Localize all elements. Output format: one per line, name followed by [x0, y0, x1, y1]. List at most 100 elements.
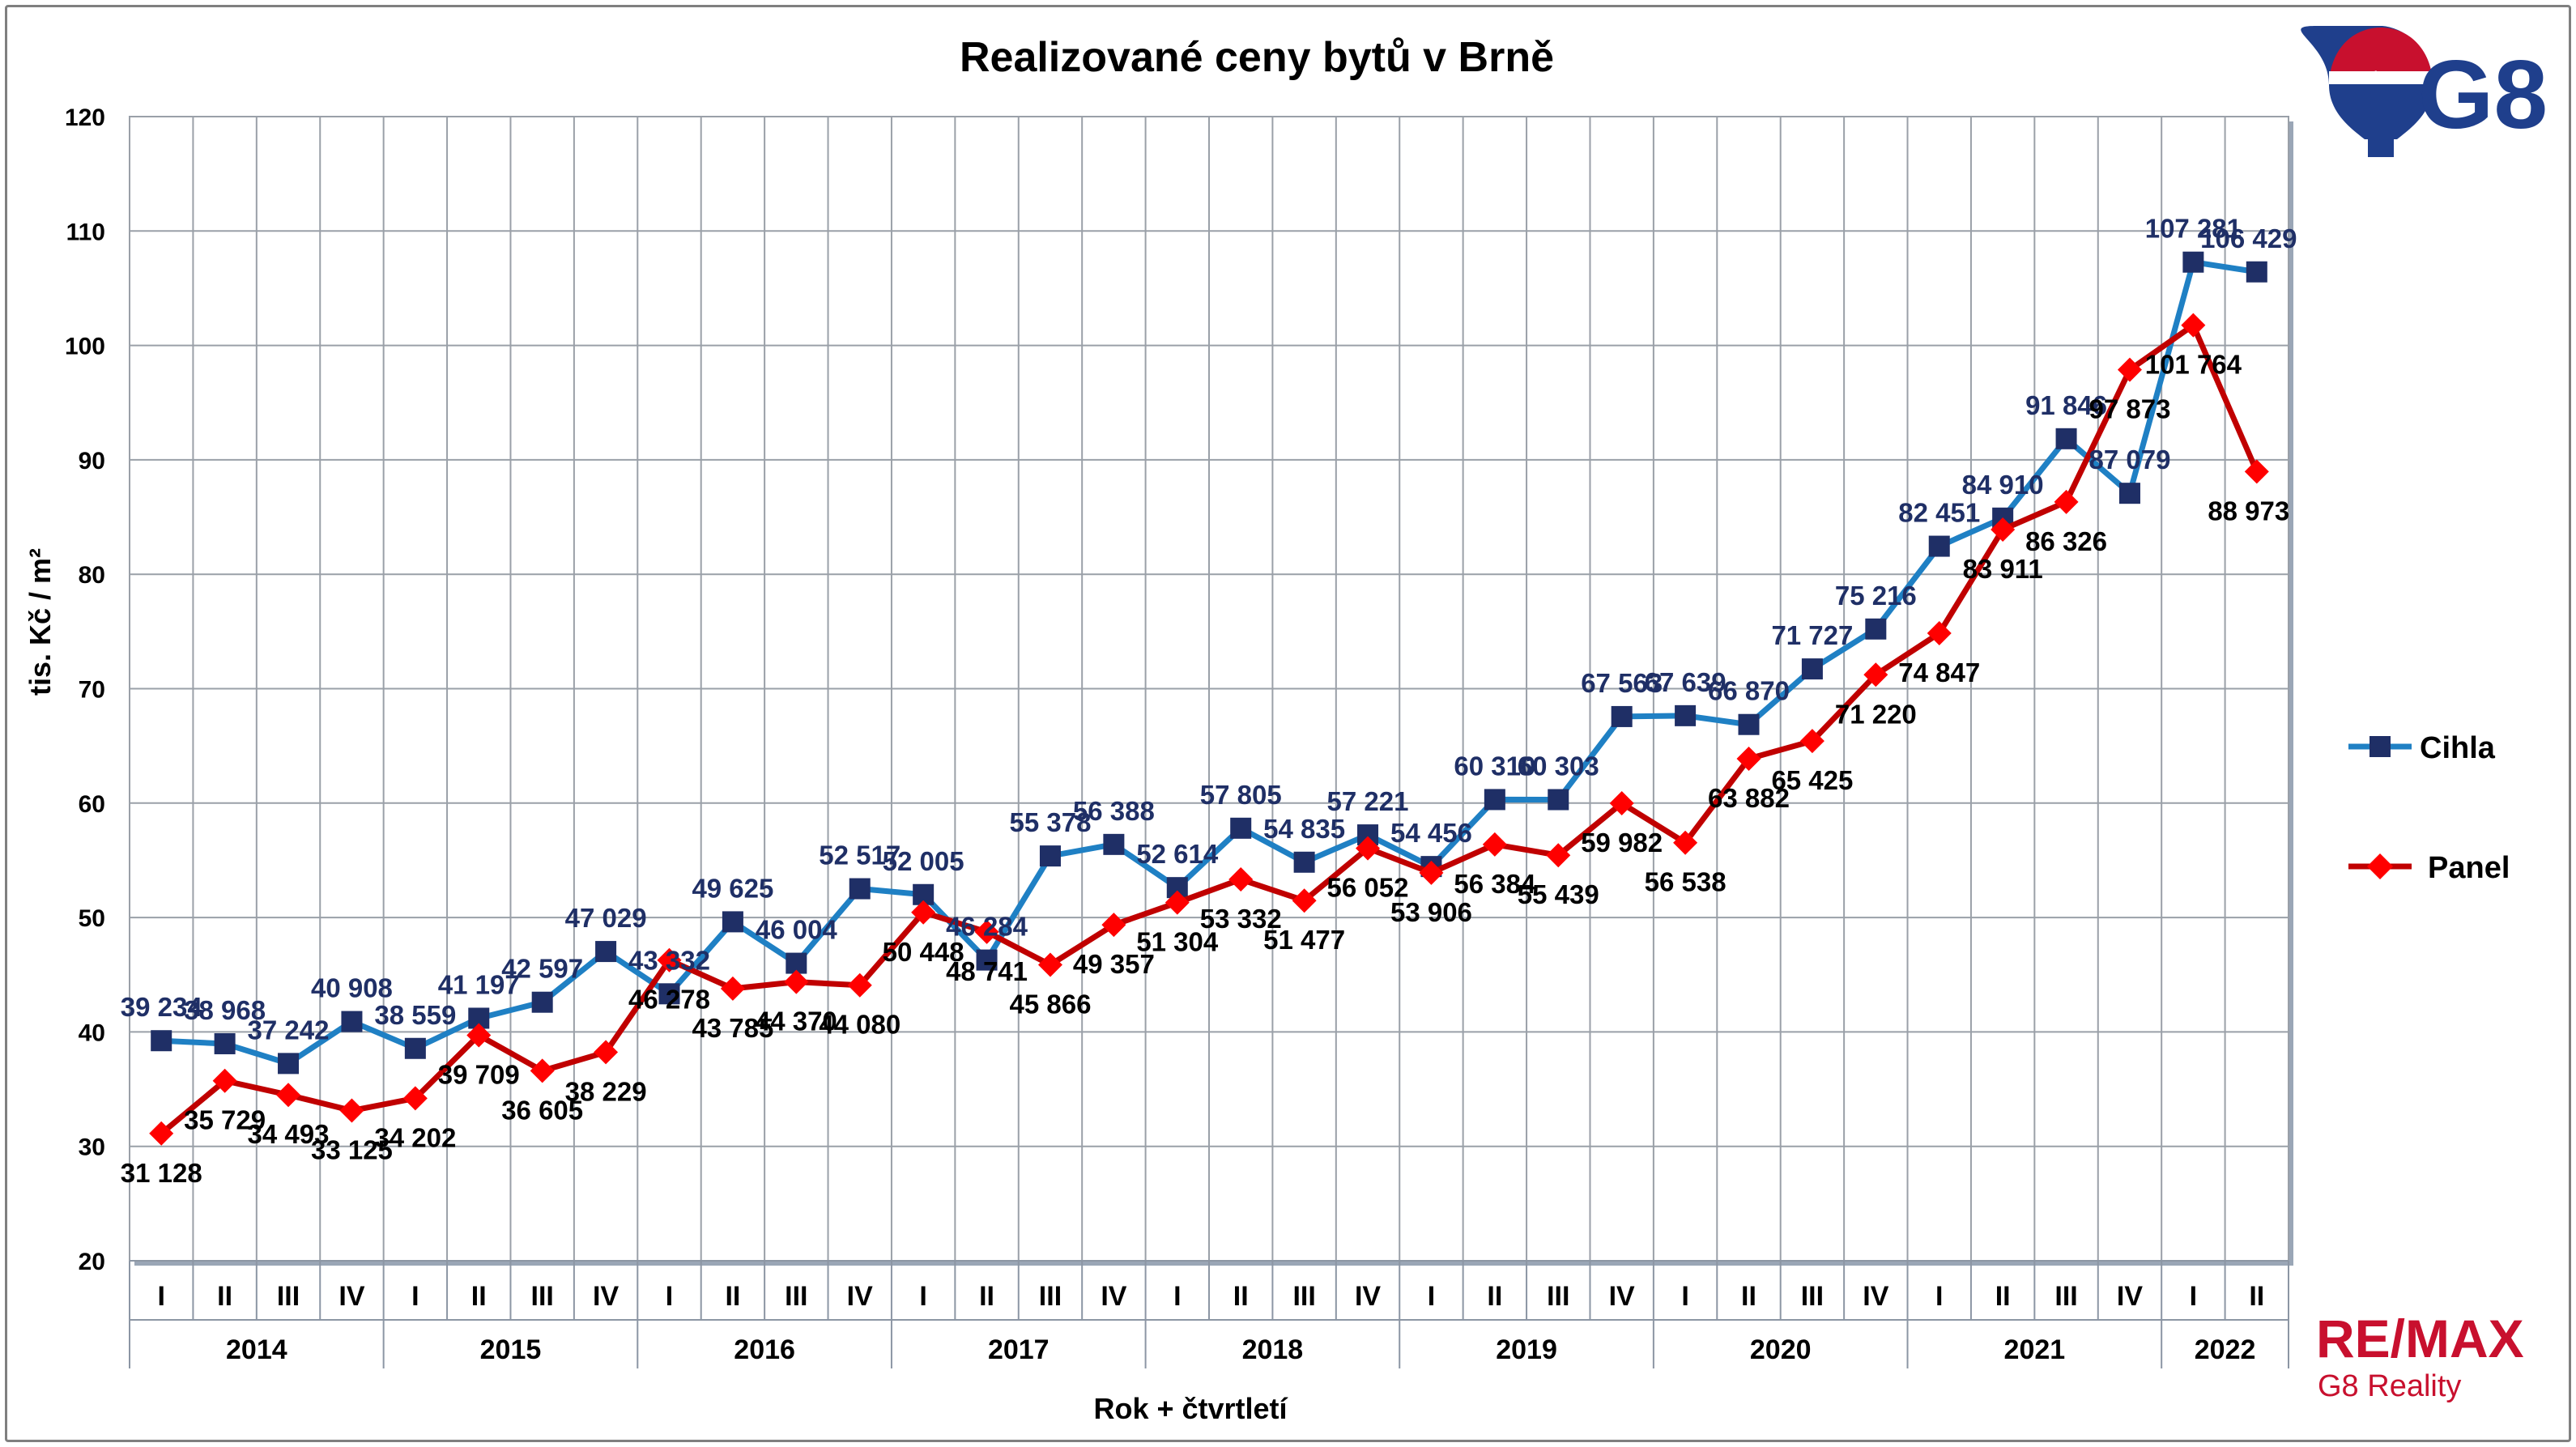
point-cihla: [1293, 851, 1315, 873]
legend: Cihla Panel: [2348, 731, 2510, 885]
x-year-label: 2021: [2004, 1334, 2066, 1365]
x-quarter-label: III: [1292, 1281, 1315, 1312]
data-label-panel: 71 220: [1835, 699, 1917, 729]
point-panel: [784, 969, 809, 994]
x-quarter-label: IV: [338, 1281, 364, 1312]
balloon-label: RE/MAX: [2352, 69, 2409, 85]
data-label-panel: 34 202: [374, 1122, 456, 1152]
legend-item-cihla: Cihla: [2348, 731, 2496, 765]
x-quarter-label: III: [1547, 1281, 1569, 1312]
data-label-cihla: 43 332: [628, 945, 710, 975]
data-label-panel: 74 847: [1898, 658, 1980, 687]
data-label-panel: 49 357: [1073, 949, 1155, 979]
data-label-panel: 48 741: [946, 956, 1028, 986]
point-cihla: [976, 949, 998, 971]
point-cihla: [1039, 845, 1061, 867]
x-quarter-label: II: [1233, 1281, 1249, 1312]
point-cihla: [531, 991, 553, 1013]
x-quarter-label: IV: [2117, 1281, 2143, 1312]
data-label-cihla: 47 029: [565, 903, 647, 933]
series-layer: [149, 251, 2269, 1146]
point-panel: [847, 972, 872, 998]
data-label-cihla: 52 517: [819, 841, 901, 870]
data-label-panel: 35 729: [184, 1105, 266, 1135]
y-tick-label: 120: [65, 104, 105, 131]
y-axis-title: tis. Kč / m²: [23, 548, 57, 696]
point-panel: [466, 1023, 492, 1048]
data-label-panel: 33 125: [311, 1135, 393, 1165]
x-quarter-label: II: [1487, 1281, 1502, 1312]
data-label-panel: 43 785: [692, 1013, 773, 1043]
data-label-cihla: 55 378: [1010, 807, 1092, 837]
data-label-panel: 46 278: [628, 985, 710, 1015]
x-quarter-label: II: [1741, 1281, 1756, 1312]
x-quarter-label: IV: [1355, 1281, 1381, 1312]
point-panel: [1419, 860, 1444, 885]
x-quarter-label: I: [1935, 1281, 1943, 1312]
y-tick-label: 20: [79, 1249, 105, 1275]
data-label-cihla: 37 242: [248, 1015, 330, 1045]
x-quarter-label: IV: [847, 1281, 873, 1312]
point-cihla: [1928, 535, 1950, 557]
data-label-panel: 34 493: [248, 1119, 330, 1149]
y-tick-label: 80: [79, 562, 105, 589]
data-label-panel: 56 384: [1454, 869, 1536, 899]
point-cihla: [722, 911, 743, 933]
data-label-cihla: 38 968: [184, 995, 266, 1025]
point-cihla: [2182, 251, 2204, 273]
data-label-panel: 50 448: [883, 937, 964, 967]
point-panel: [1292, 888, 1317, 913]
data-label-cihla: 71 727: [1771, 620, 1853, 650]
data-label-panel: 31 128: [121, 1158, 202, 1188]
point-cihla: [278, 1053, 300, 1075]
point-panel: [530, 1058, 555, 1083]
point-panel: [1609, 791, 1634, 816]
data-label-panel: 83 911: [1963, 554, 2043, 584]
data-label-panel: 44 370: [756, 1007, 837, 1036]
data-label-panel: 39 709: [438, 1060, 520, 1090]
data-label-cihla: 91 846: [2025, 390, 2107, 420]
g8-logo-text: G8: [2418, 40, 2548, 149]
x-quarter-label: I: [411, 1281, 419, 1312]
x-quarter-label: IV: [1101, 1281, 1126, 1312]
x-year-label: 2018: [1242, 1334, 1304, 1365]
x-year-label: 2016: [734, 1334, 795, 1365]
data-label-panel: 97 873: [2089, 394, 2171, 424]
data-label-cihla: 54 456: [1390, 818, 1472, 848]
x-quarter-label: III: [1039, 1281, 1062, 1312]
chart-frame: [5, 5, 2571, 1442]
remax-g8-reality-logo: RE/MAX G8 Reality: [2316, 1309, 2524, 1403]
point-panel: [1546, 843, 1571, 868]
x-quarter-label: III: [277, 1281, 300, 1312]
data-label-cihla: 67 639: [1645, 667, 1727, 697]
x-quarter-label: III: [785, 1281, 807, 1312]
legend-marker-panel: [2367, 853, 2393, 879]
point-panel: [1991, 517, 2016, 542]
data-label-panel: 51 304: [1136, 927, 1219, 957]
point-cihla: [404, 1037, 426, 1059]
point-panel: [974, 919, 999, 944]
data-label-panel: 56 052: [1327, 873, 1409, 903]
point-cihla: [849, 878, 871, 900]
point-cihla: [1230, 817, 1252, 839]
x-year-label: 2014: [226, 1334, 287, 1365]
point-panel: [1228, 867, 1254, 892]
balloon-icon: RE/MAX: [2301, 26, 2433, 157]
g8-reality-text: G8 Reality: [2318, 1369, 2461, 1403]
data-label-cihla: 40 908: [311, 973, 393, 1003]
data-label-panel: 53 332: [1200, 904, 1282, 934]
data-label-panel: 36 605: [501, 1095, 583, 1125]
x-quarter-label: II: [2249, 1281, 2264, 1312]
data-label-panel: 45 866: [1010, 989, 1092, 1019]
point-panel: [594, 1040, 619, 1065]
point-panel: [657, 947, 682, 972]
data-label-panel: 63 882: [1708, 783, 1790, 813]
point-cihla: [1611, 705, 1633, 727]
data-label-cihla: 42 597: [501, 954, 583, 984]
x-quarter-label: I: [157, 1281, 164, 1312]
x-quarter-label: I: [919, 1281, 926, 1312]
data-label-cihla: 56 388: [1073, 796, 1155, 826]
x-quarter-label: I: [666, 1281, 673, 1312]
y-tick-label: 60: [79, 791, 105, 818]
